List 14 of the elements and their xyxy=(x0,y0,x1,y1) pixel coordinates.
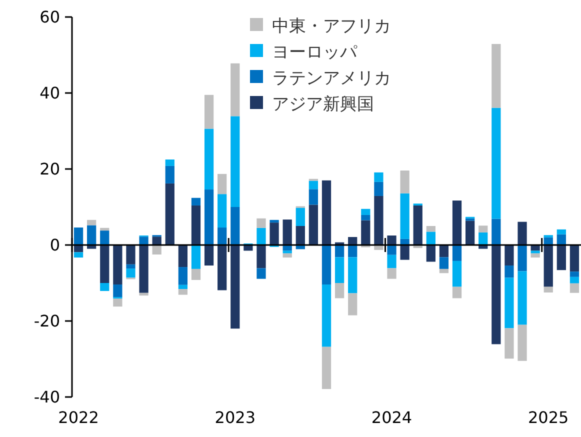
legend-label: アジア新興国 xyxy=(272,94,374,114)
legend-label: ヨーロッパ xyxy=(272,42,358,62)
x-tick-label: 2022 xyxy=(58,408,99,427)
legend-label: ラテンアメリカ xyxy=(272,68,391,88)
x-tick-label: 2025 xyxy=(528,408,569,427)
y-tick-label: 40 xyxy=(40,84,60,103)
y-tick-label: 0 xyxy=(50,236,60,255)
y-tick-label: 20 xyxy=(40,160,60,179)
legend-label: 中東・アフリカ xyxy=(272,16,391,36)
y-tick-label: -40 xyxy=(34,388,60,407)
y-tick-label: -20 xyxy=(34,312,60,331)
x-tick-label: 2023 xyxy=(214,408,256,427)
x-tick-label: 2024 xyxy=(371,408,412,427)
y-tick-label: 60 xyxy=(40,8,60,27)
